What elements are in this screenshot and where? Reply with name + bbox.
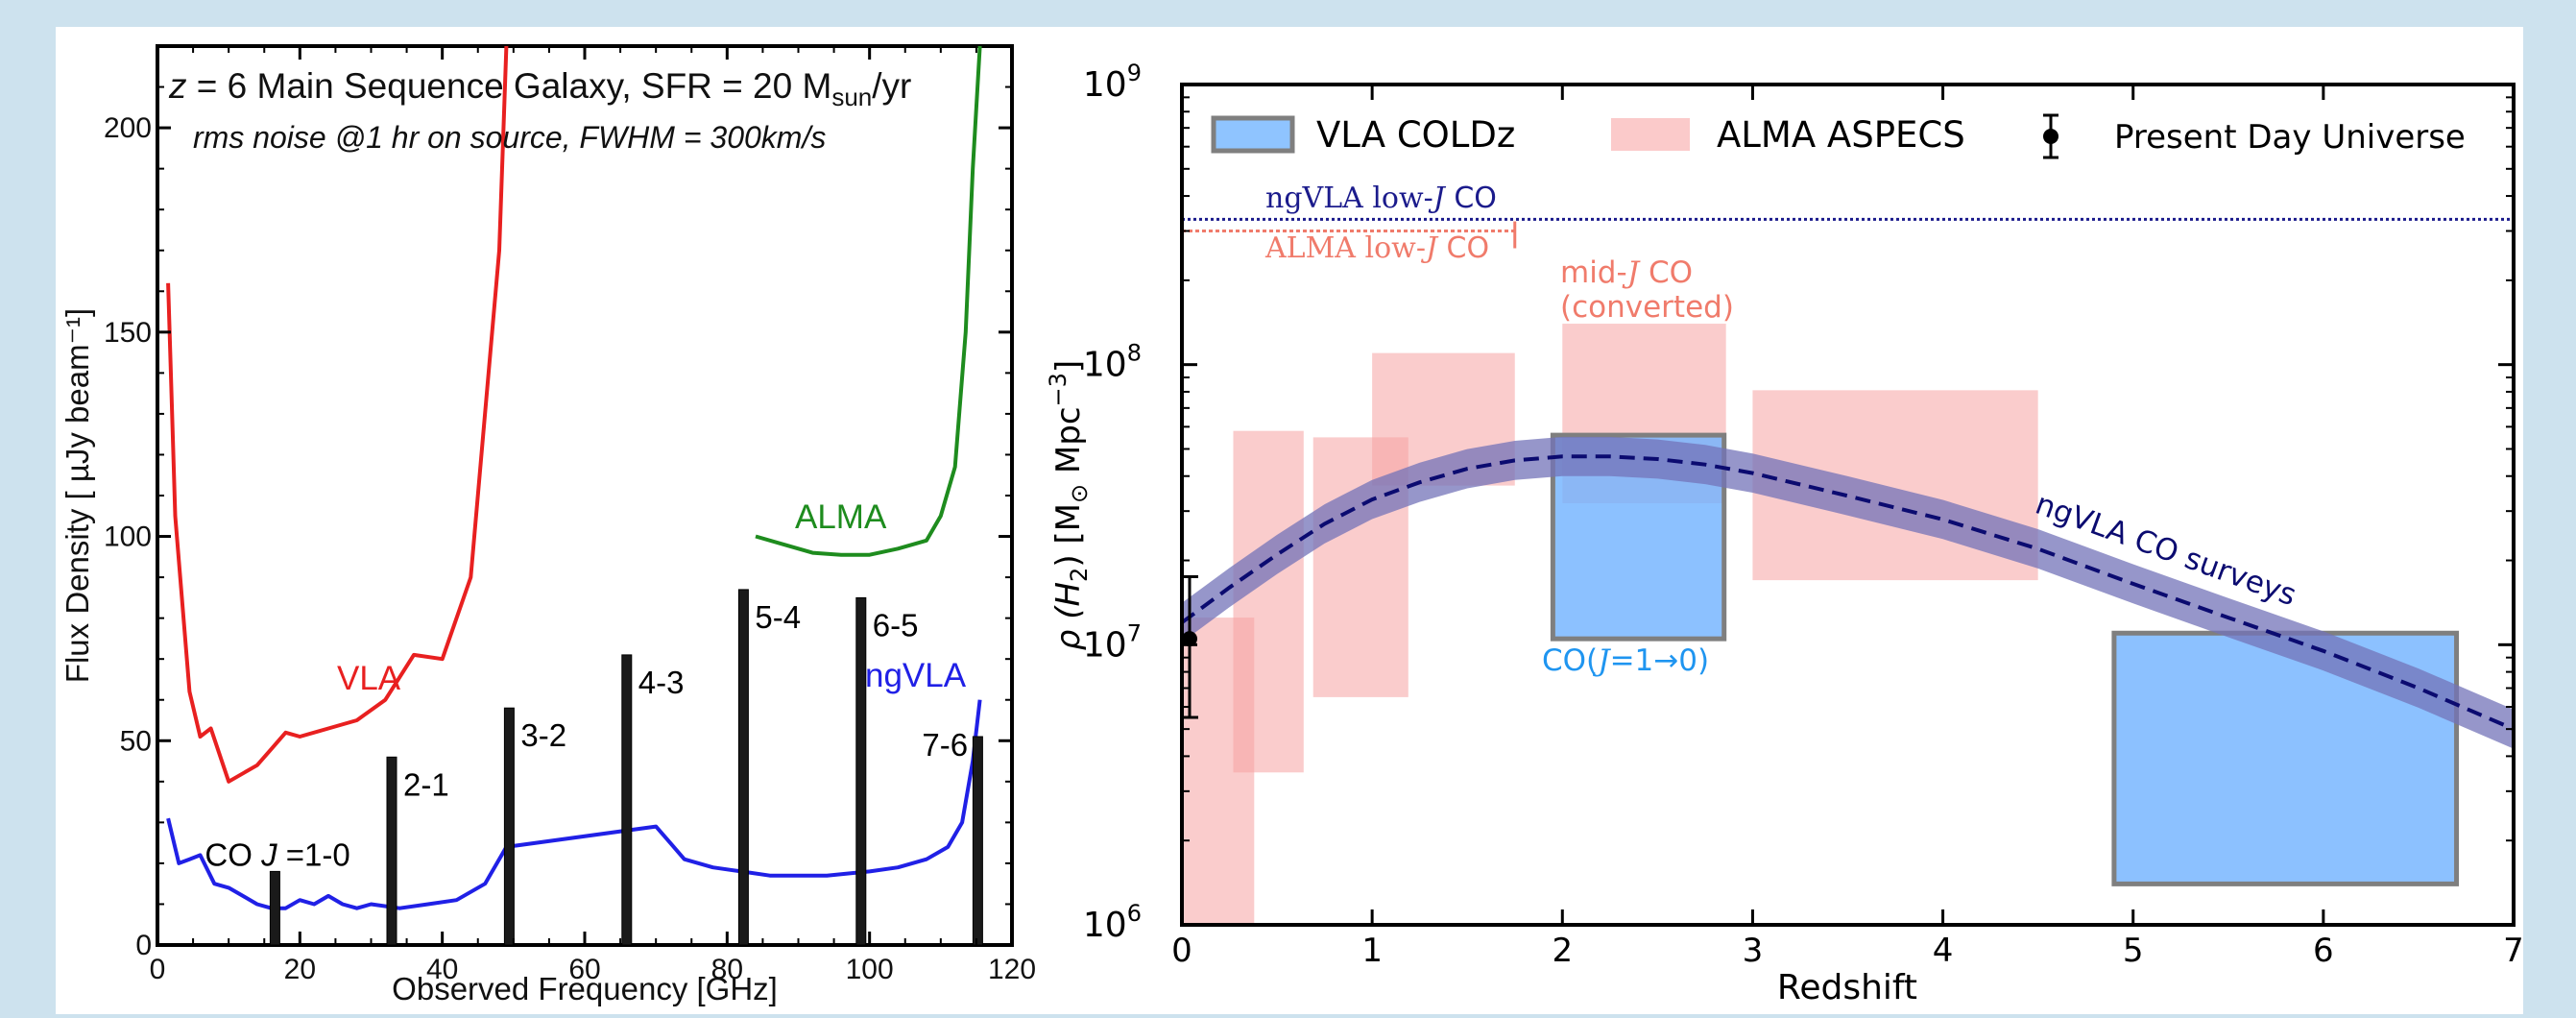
ngvla-model [1182, 436, 2514, 749]
x-tick-label: 6 [2313, 932, 2334, 970]
co-line-bars: CO J =1-0 2-1 3-2 4-3 5-4 6-5 7-6 [205, 589, 983, 946]
right-x-axis-label: Redshift [1777, 968, 1917, 1007]
ngvla-model-line [1182, 454, 2514, 731]
co-line-bar [972, 736, 983, 946]
x-tick-label: 7 [2503, 932, 2523, 970]
left-chart-title: z = 6 Main Sequence Galaxy, SFR = 20 Msu… [168, 66, 911, 111]
left-x-axis-label: Observed Frequency [GHz] [392, 971, 778, 1006]
aspecs-box [1233, 430, 1304, 773]
x-tick-label: 40 [426, 954, 458, 985]
co-line-label: 6-5 [873, 607, 919, 642]
co-1-0-annotation: CO(J=1→0) [1542, 643, 1709, 678]
x-tick-label: 1 [1361, 932, 1383, 970]
present-day-marker [1182, 631, 1197, 647]
right-chart: 0 1 2 3 4 5 6 7 106 107 108 109 VLA COLDz ALMA ASPE… [1045, 60, 2524, 1007]
curve-alma [755, 46, 982, 557]
co-line-bar [737, 589, 749, 946]
x-tick-label: 0 [1171, 932, 1192, 970]
legend-present-day-label: Present Day Universe [2114, 118, 2466, 157]
ngvla-sensitivity-label: ngVLA low-J CO [1265, 182, 1497, 215]
legend-coldz-swatch [1211, 115, 1295, 154]
curve-vla [166, 46, 509, 784]
curve-ngvla [166, 699, 982, 910]
ngvla-model-band [1182, 436, 2514, 749]
co-line-label: 7-6 [922, 727, 968, 763]
co-line-label: 3-2 [520, 717, 566, 753]
legend-coldz-label: VLA COLDz [1316, 114, 1515, 156]
y-tick-label: 106 [1083, 900, 1142, 945]
right-y-axis-label: ρ (H2) [M⊙ Mpc−3] [1045, 360, 1093, 650]
legend-present-day-marker [2043, 129, 2058, 144]
sensitivity-lines [1182, 217, 2514, 249]
left-chart-subtitle: rms noise @1 hr on source, FWHM = 300km/… [193, 120, 826, 155]
x-tick-label: 60 [568, 954, 600, 985]
co-line-label: 2-1 [403, 766, 449, 802]
x-tick-label: 80 [711, 954, 743, 985]
mid-j-co-annotation-line2: (converted) [1560, 290, 1734, 325]
y-tick-label: 200 [104, 112, 152, 144]
ngvla-curve-label: ngVLA [865, 657, 967, 694]
x-tick-label: 5 [2123, 932, 2144, 970]
alma-curve-label: ALMA [795, 498, 887, 536]
co-line-bar [503, 707, 515, 946]
co-line-label: CO J =1-0 [205, 836, 349, 872]
x-tick-label: 120 [988, 954, 1036, 985]
legend-aspecs-swatch [1611, 118, 1690, 151]
x-tick-label: 4 [1933, 932, 1954, 970]
co-line-bar [855, 596, 867, 946]
left-y-axis-label: Flux Density [ µJy beam⁻¹] [60, 308, 95, 683]
y-tick-label: 107 [1083, 619, 1142, 665]
vla-curve-label: VLA [337, 660, 401, 697]
x-tick-label: 0 [150, 954, 166, 985]
y-tick-label: 50 [120, 725, 152, 757]
right-axis-ticks: 0 1 2 3 4 5 6 7 106 107 108 109 [1083, 60, 2524, 970]
co-line-label: 5-4 [755, 599, 801, 635]
y-tick-label: 150 [104, 317, 152, 349]
co-line-bar [269, 870, 280, 946]
figure-canvas: CO J =1-02-13-24-35-4 6-57-6 0 20 40 60 80 100… [60, 44, 2524, 1007]
mid-j-co-annotation: mid-J CO [1560, 255, 1693, 290]
alma-sensitivity-label: ALMA low-J CO [1264, 231, 1489, 265]
x-tick-label: 2 [1552, 932, 1573, 970]
legend-aspecs-label: ALMA ASPECS [1717, 114, 1965, 156]
figure-panel: CO J =1-0 2-1 3-2 4-3 5-4 6-5 7-6 0 20 40 60 80 100… [56, 27, 2524, 1014]
right-plot-frame [1180, 83, 2516, 927]
co-line-bar [621, 654, 633, 946]
co-line-bar [386, 756, 397, 946]
co-line-label: 4-3 [638, 665, 685, 700]
x-tick-label: 100 [846, 954, 894, 985]
y-tick-label: 108 [1083, 340, 1142, 385]
left-axis-ticks: 0 20 40 60 80 100 120 0 50 100 150 200 [104, 45, 1036, 985]
x-tick-label: 3 [1743, 932, 1764, 970]
x-tick-label: 20 [284, 954, 316, 985]
y-tick-label: 0 [135, 930, 152, 961]
right-legend: VLA COLDz ALMA ASPECS Present Day Univer… [1211, 113, 2466, 159]
y-tick-label: 109 [1083, 60, 1142, 105]
left-curves [166, 46, 982, 910]
y-tick-label: 100 [104, 521, 152, 553]
left-chart: CO J =1-0 2-1 3-2 4-3 5-4 6-5 7-6 0 20 40 60 80 100… [60, 44, 1036, 1006]
left-plot-frame [156, 44, 1014, 947]
